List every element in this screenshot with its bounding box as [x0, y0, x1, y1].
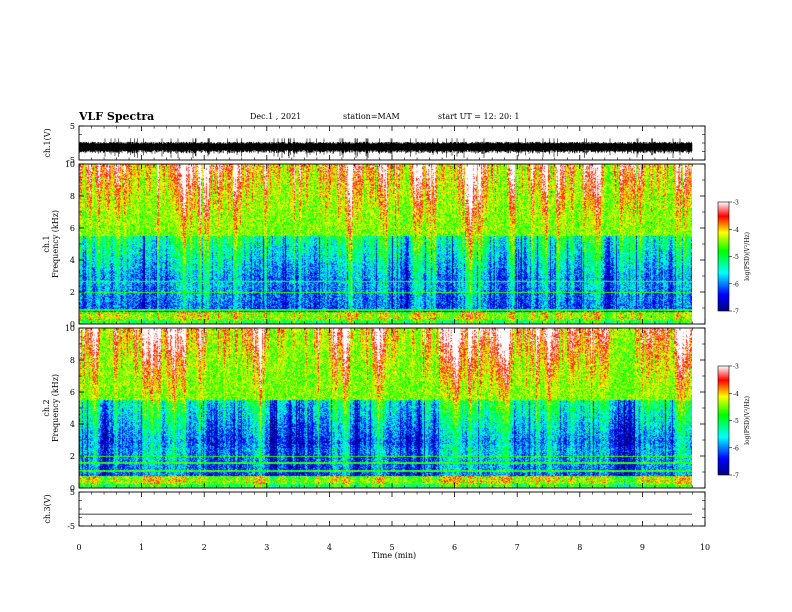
x-tick-label: 8 — [577, 543, 582, 552]
panel-frame — [78, 125, 706, 161]
x-tick-label: 3 — [264, 543, 269, 552]
panel-frame — [78, 163, 706, 325]
x-tick-label: 4 — [327, 543, 332, 552]
colorbar-tick-label: -7 — [733, 473, 739, 480]
y-tick-label: 10 — [65, 160, 75, 169]
x-axis-label: Time (min) — [372, 551, 416, 560]
y-tick-label: -5 — [67, 522, 75, 531]
start-time-label: start UT = 12: 20: 1 — [438, 112, 520, 121]
colorbar — [717, 365, 730, 476]
y-axis-label: ch.1(V) — [43, 128, 52, 157]
y-tick-label: 0 — [70, 320, 75, 329]
colorbar-tick-label: -3 — [733, 200, 739, 207]
y-tick-label: 5 — [70, 488, 75, 497]
colorbar — [717, 201, 730, 312]
x-tick-label: 6 — [452, 543, 457, 552]
colorbar-tick-label: -6 — [733, 445, 739, 452]
x-tick-label: 5 — [389, 543, 394, 552]
y-tick-label: 8 — [70, 356, 75, 365]
colorbar-tick-label: -4 — [733, 391, 739, 398]
colorbar-label: log(PSD)(V²/Hz) — [744, 396, 751, 445]
panel-frame — [78, 491, 706, 527]
y-tick-label: 4 — [70, 256, 75, 265]
x-tick-label: 10 — [700, 543, 710, 552]
spectrogram-image-ch2 — [79, 328, 692, 488]
colorbar-tick-label: -5 — [733, 418, 739, 425]
y-tick-label: 2 — [70, 452, 75, 461]
x-tick-label: 1 — [139, 543, 144, 552]
y-axis-label: Frequency (kHz) — [51, 210, 60, 278]
x-tick-label: 7 — [515, 543, 520, 552]
spectrogram-image-ch1 — [79, 164, 692, 324]
y-axis-label: ch.1 — [42, 235, 51, 252]
colorbar-tick-label: -3 — [733, 364, 739, 371]
x-tick-label: 2 — [202, 543, 207, 552]
y-tick-label: 2 — [70, 288, 75, 297]
y-tick-label: 6 — [70, 224, 75, 233]
y-tick-label: 5 — [70, 122, 75, 131]
panel-frame — [78, 327, 706, 489]
y-axis-label: ch.3(V) — [43, 494, 52, 523]
station-label: station=MAM — [343, 112, 400, 121]
ch1-waveform-trace — [78, 138, 693, 159]
y-tick-label: 4 — [70, 420, 75, 429]
colorbar-tick-label: -6 — [733, 281, 739, 288]
chart-title: VLF Spectra — [79, 110, 155, 123]
y-axis-label: Frequency (kHz) — [51, 374, 60, 442]
colorbar-tick-label: -7 — [733, 309, 739, 316]
colorbar-tick-label: -5 — [733, 254, 739, 261]
colorbar-label: log(PSD)(V²/Hz) — [744, 232, 751, 281]
y-tick-label: 6 — [70, 388, 75, 397]
y-tick-label: 10 — [65, 324, 75, 333]
y-tick-label: 8 — [70, 192, 75, 201]
x-tick-label: 0 — [76, 543, 81, 552]
y-tick-label: 0 — [70, 484, 75, 493]
colorbar-tick-label: -4 — [733, 227, 739, 234]
date-label: Dec.1 , 2021 — [250, 112, 302, 121]
y-tick-label: -5 — [67, 156, 75, 165]
x-tick-label: 9 — [640, 543, 645, 552]
y-axis-label: ch.2 — [42, 399, 51, 416]
